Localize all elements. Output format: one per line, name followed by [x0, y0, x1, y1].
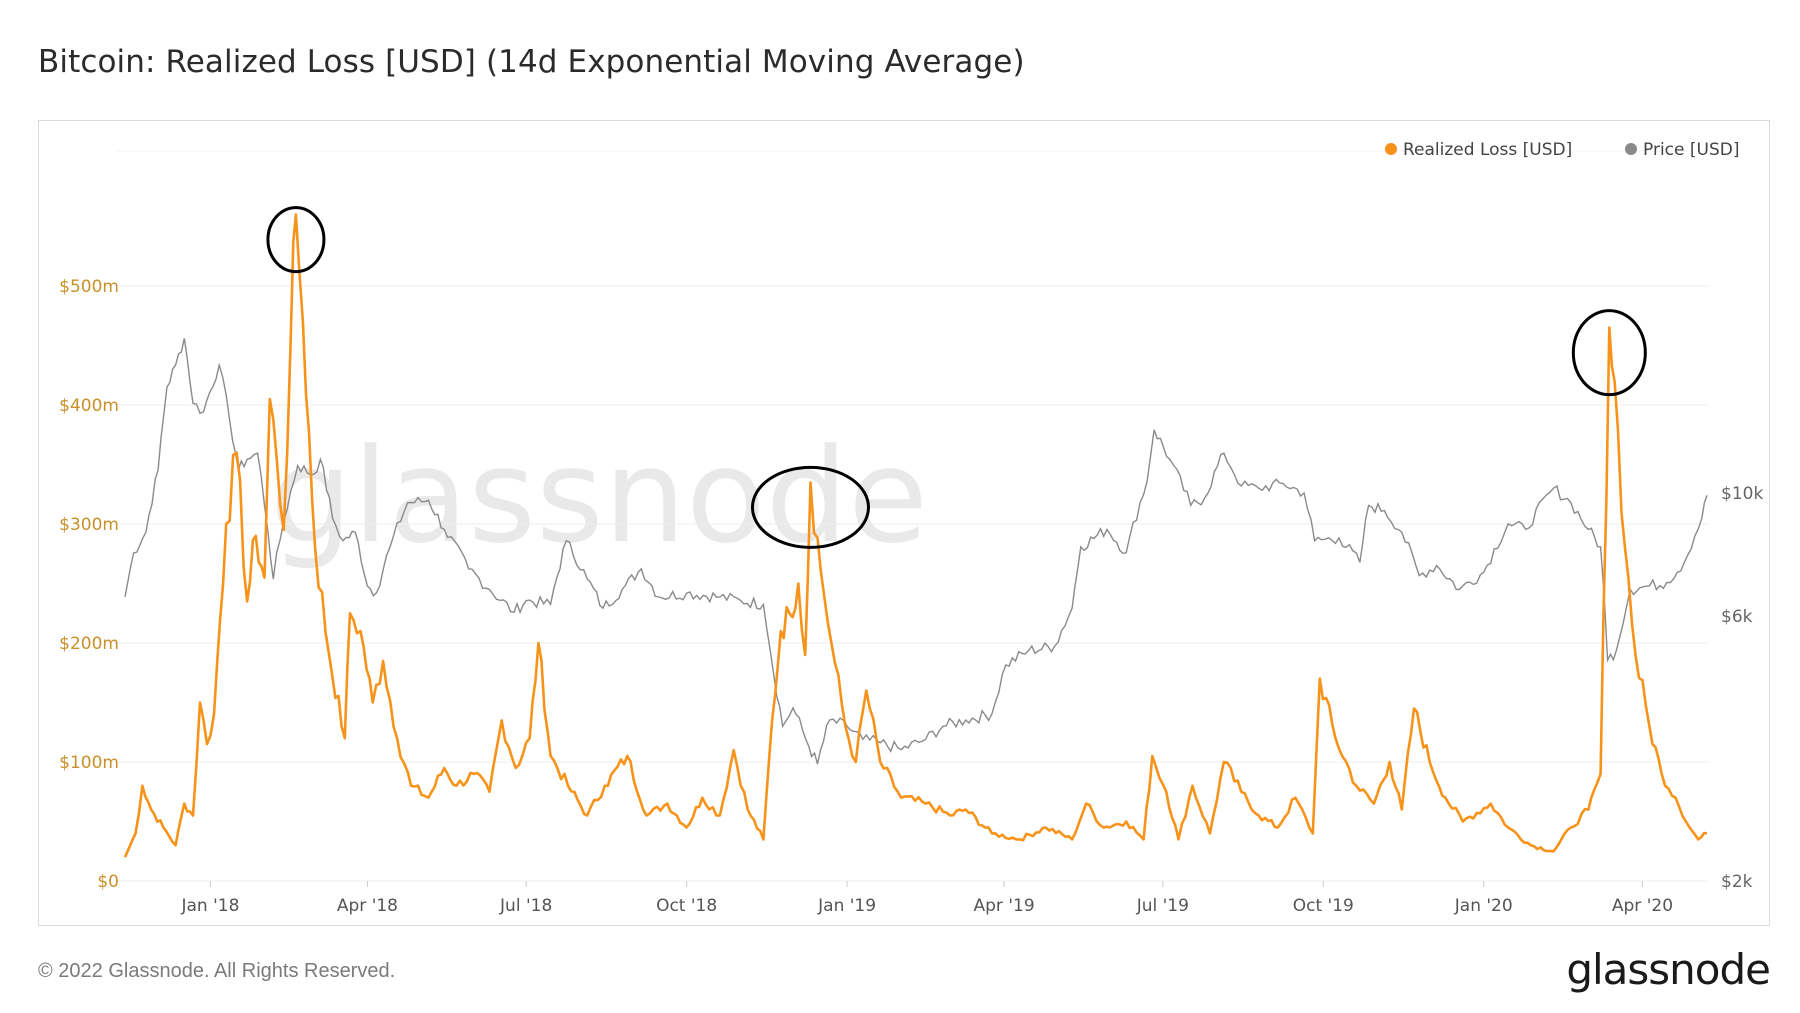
x-tick-label: Jan '19 [817, 896, 876, 916]
annotation-circle [1571, 309, 1647, 397]
legend-label-price[interactable]: Price [USD] [1643, 140, 1739, 160]
x-tick-label: Oct '19 [1293, 896, 1354, 916]
y-left-tick-label: $200m [59, 634, 119, 654]
x-tick-label: Jul '19 [1136, 896, 1189, 916]
page-title: Bitcoin: Realized Loss [USD] (14d Expone… [38, 44, 1025, 80]
x-tick-label: Jul '18 [499, 896, 552, 916]
annotation-circle [266, 206, 326, 274]
series-line-price[interactable] [124, 338, 1708, 765]
x-tick-label: Jan '18 [181, 896, 240, 916]
y-right-tick-label: $10k [1721, 484, 1763, 504]
y-right-tick-label: $2k [1721, 872, 1753, 892]
x-tick-label: Oct '18 [656, 896, 717, 916]
x-tick-label: Jan '20 [1454, 896, 1513, 916]
y-left-tick-label: $300m [59, 515, 119, 535]
glassnode-logo[interactable]: glassnode [1566, 945, 1771, 994]
y-left-tick-label: $100m [59, 753, 119, 773]
y-left-tick-label: $0 [97, 872, 119, 892]
y-left-tick-label: $400m [59, 396, 119, 416]
legend-marker-realized-loss [1385, 143, 1397, 155]
chart-container: glassnode $0 $100m $200m $300m $400m $500m $2k $… [38, 120, 1770, 926]
watermark-text: glassnode [270, 420, 928, 572]
series-line-realized-loss[interactable] [123, 213, 1708, 858]
realized-loss-chart[interactable]: glassnode $0 $100m $200m $300m $400m $500m $2k $… [39, 121, 1769, 925]
legend-marker-price [1625, 143, 1637, 155]
annotation-circle [750, 465, 870, 549]
x-tick-label: Apr '18 [337, 896, 398, 916]
y-right-tick-label: $6k [1721, 607, 1753, 627]
copyright-text: © 2022 Glassnode. All Rights Reserved. [38, 960, 396, 982]
x-tick-label: Apr '19 [974, 896, 1035, 916]
y-left-tick-label: $500m [59, 277, 119, 297]
x-tick-label: Apr '20 [1612, 896, 1673, 916]
legend-label-realized-loss[interactable]: Realized Loss [USD] [1403, 140, 1572, 160]
